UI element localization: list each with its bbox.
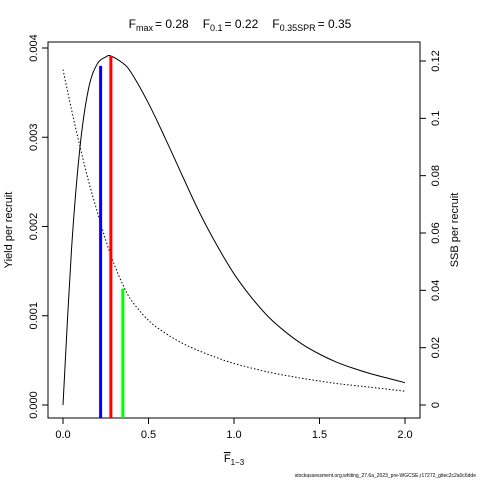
x-tick-label: 0.0 <box>55 429 70 441</box>
x-axis-label-sub: 1−3 <box>231 458 245 467</box>
x-axis-label: F1−3 <box>224 453 245 467</box>
title-f35-symbol: F <box>272 17 279 31</box>
title-fmax-sub: max <box>136 23 154 33</box>
y-tick-label-left: 0.000 <box>28 391 40 419</box>
x-axis-label-symbol: F <box>224 453 231 465</box>
footer-text: stockassessment.org,whiting_27.6a_2023_p… <box>295 473 476 479</box>
y-tick-label-left: 0.002 <box>28 213 40 241</box>
ssb-per-recruit-curve <box>62 69 406 392</box>
y-tick-label-right: 0.04 <box>430 280 442 301</box>
x-tick-label: 2.0 <box>397 429 412 441</box>
y-axis-label-left: Yield per recruit <box>3 192 15 269</box>
y-tick-label-right: 0.08 <box>430 165 442 186</box>
y-tick-label-right: 0.02 <box>430 337 442 358</box>
yield-per-recruit-curve <box>62 55 406 406</box>
y-tick-label-right: 0.1 <box>430 111 442 126</box>
title-f35-sub: 0.35SPR <box>280 23 317 33</box>
x-tick-label: 1.0 <box>226 429 241 441</box>
y-tick-label-left: 0.004 <box>28 34 40 62</box>
y-tick-label-right: 0.12 <box>430 50 442 71</box>
title-f35-value: = 0.35 <box>318 17 352 31</box>
chart-title: Fmax = 0.28 F0.1 = 0.22 F0.35SPR = 0.35 <box>129 17 352 33</box>
x-tick-label: 0.5 <box>141 429 156 441</box>
y-tick-label-right: 0.06 <box>430 222 442 243</box>
plot-frame <box>47 41 421 419</box>
title-f01-sub: 0.1 <box>210 23 223 33</box>
y-tick-label-left: 0.003 <box>28 123 40 151</box>
title-fmax-symbol: F <box>129 17 136 31</box>
y-tick-label-left: 0.001 <box>28 302 40 330</box>
y-tick-label-right: 0 <box>430 402 442 408</box>
title-f01-symbol: F <box>203 17 210 31</box>
title-fmax-value: = 0.28 <box>155 17 189 31</box>
y-axis-label-right: SSB per recruit <box>449 193 461 268</box>
x-tick-label: 1.5 <box>312 429 327 441</box>
title-f01-value: = 0.22 <box>225 17 259 31</box>
